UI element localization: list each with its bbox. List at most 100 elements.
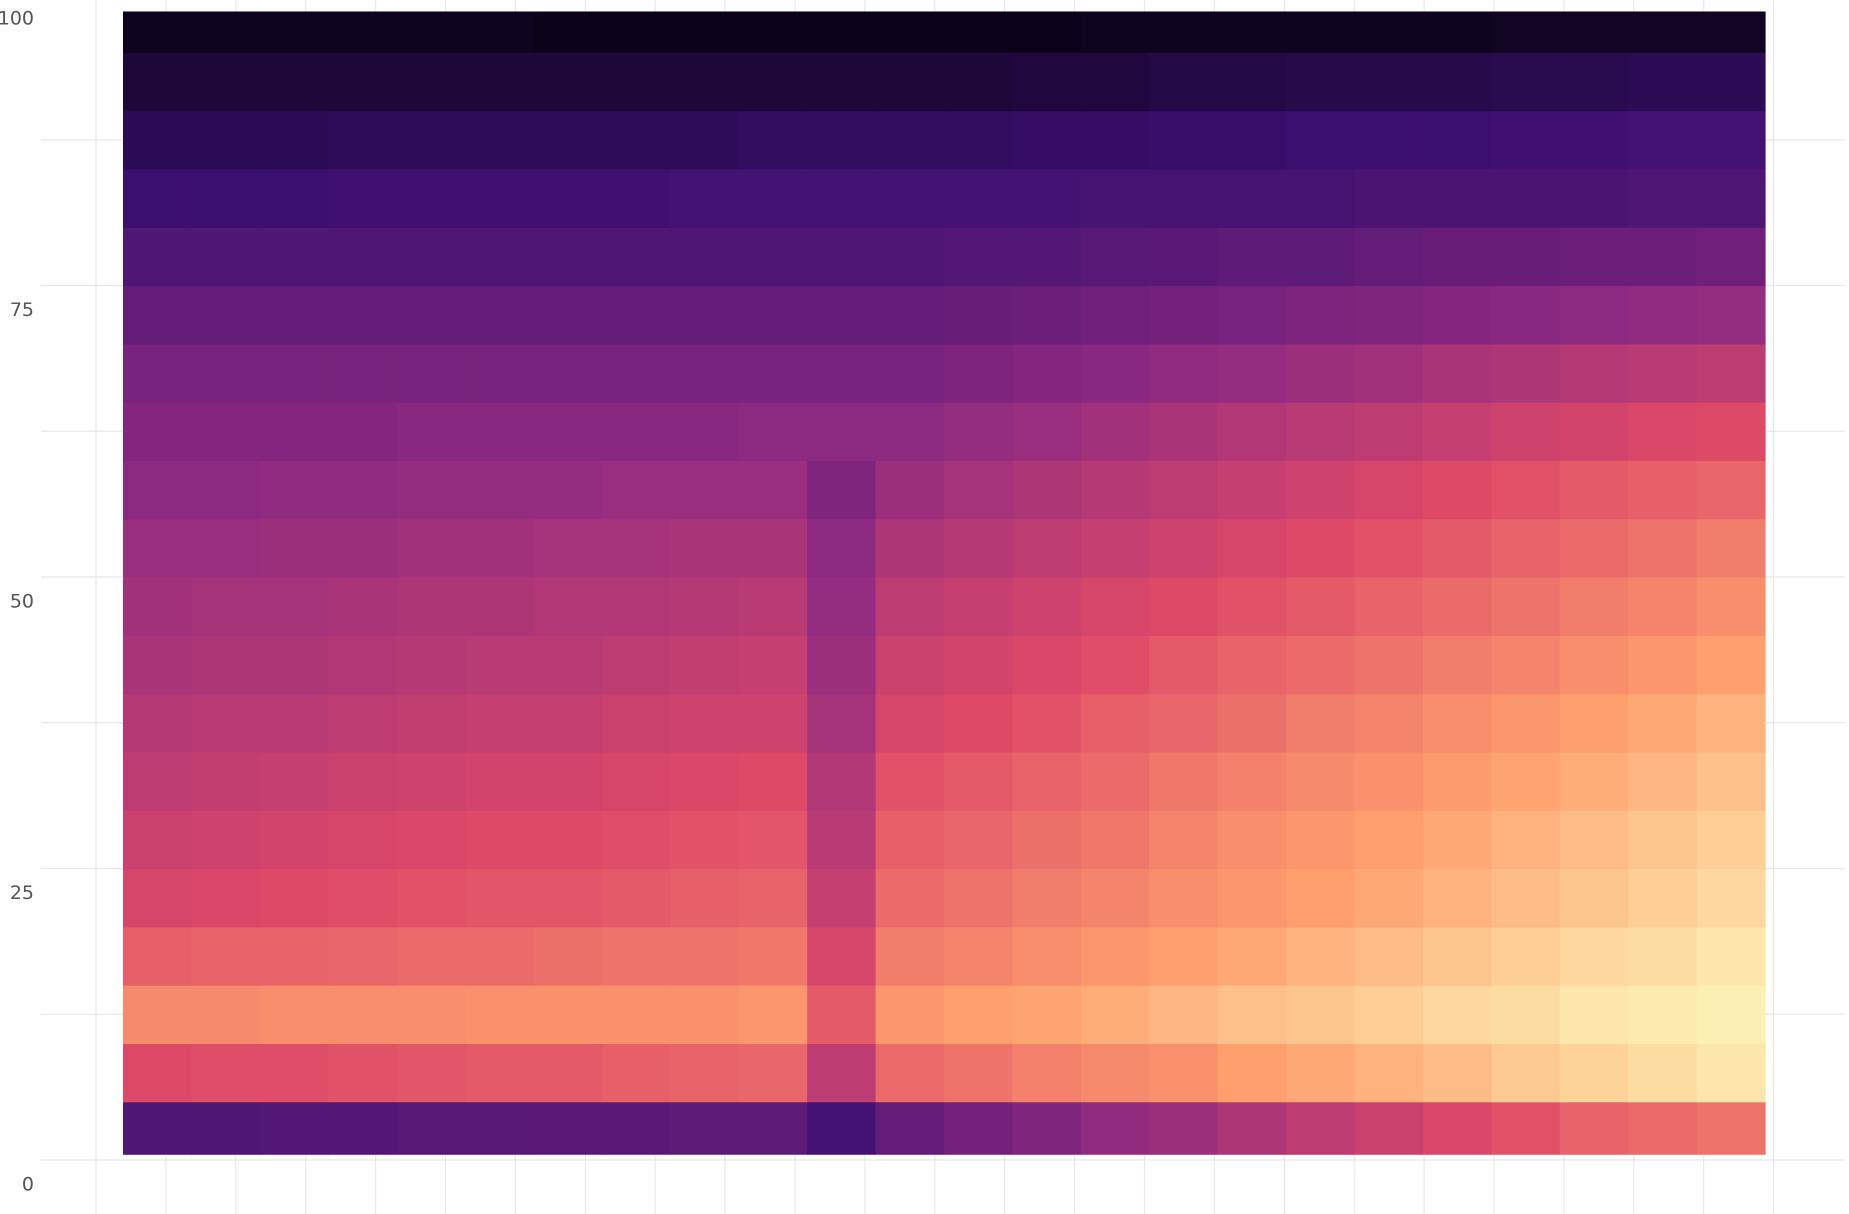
heat-cell <box>1628 985 1698 1044</box>
heat-cell <box>875 926 945 986</box>
heat-cell <box>191 577 261 636</box>
heat-cell <box>396 110 466 170</box>
heat-cell <box>807 1043 877 1103</box>
heat-cell <box>328 285 398 345</box>
heat-cell <box>1012 1043 1082 1103</box>
heat-cell <box>875 11 945 53</box>
heat-cell <box>1012 168 1082 228</box>
heat-cell <box>533 1043 603 1103</box>
heat-cell <box>328 810 398 870</box>
heat-cell <box>1491 110 1561 170</box>
heat-cell <box>601 1101 671 1155</box>
heat-cell <box>944 810 1014 870</box>
heat-cell <box>1149 460 1219 520</box>
heat-cell <box>1149 402 1219 461</box>
heat-cell <box>1696 285 1766 345</box>
heat-cell <box>191 810 261 870</box>
heat-cell <box>123 1043 193 1103</box>
heat-cell <box>1012 693 1082 753</box>
heat-cell <box>601 1043 671 1103</box>
heat-cell <box>1422 1043 1492 1103</box>
heat-cell <box>1628 1101 1698 1155</box>
heat-cell <box>1491 751 1561 811</box>
heat-cell <box>191 751 261 811</box>
heat-cell <box>1354 402 1424 461</box>
heat-cell <box>396 227 466 287</box>
heat-cell <box>1559 868 1629 928</box>
heat-cell <box>1422 285 1492 345</box>
heat-cell <box>738 926 808 986</box>
heat-cell <box>259 110 329 170</box>
heat-cell <box>1217 227 1287 287</box>
heat-cell <box>465 1043 535 1103</box>
heat-cell <box>1559 577 1629 636</box>
heat-cell <box>1422 868 1492 928</box>
heat-cell <box>191 635 261 695</box>
heat-cell <box>1628 11 1698 53</box>
heat-cell <box>1422 11 1492 53</box>
heat-cell <box>601 751 671 811</box>
heat-cell <box>944 343 1014 403</box>
heat-cell <box>875 985 945 1044</box>
heat-cell <box>1286 52 1356 112</box>
heat-cell <box>738 868 808 928</box>
heat-cell <box>1286 168 1356 228</box>
heat-cell <box>670 868 740 928</box>
heat-cell <box>1149 810 1219 870</box>
heat-cell <box>259 518 329 578</box>
y-tick-label: 25 <box>10 882 34 904</box>
heat-cell <box>123 402 193 461</box>
heat-cell <box>533 926 603 986</box>
heat-cell <box>1559 11 1629 53</box>
heat-cell <box>259 285 329 345</box>
heat-cell <box>1559 985 1629 1044</box>
heat-cell <box>533 868 603 928</box>
heat-cell <box>123 110 193 170</box>
heat-cell <box>738 985 808 1044</box>
heat-cell <box>1696 518 1766 578</box>
heat-cell <box>738 227 808 287</box>
heat-cell <box>601 460 671 520</box>
heat-cell <box>1559 52 1629 112</box>
heat-cell <box>1491 868 1561 928</box>
heat-cell <box>1628 52 1698 112</box>
heat-cell <box>738 402 808 461</box>
heat-cell <box>328 402 398 461</box>
heat-cell <box>328 343 398 403</box>
heat-cell <box>465 926 535 986</box>
heat-cell <box>944 635 1014 695</box>
heat-cell <box>259 810 329 870</box>
heat-cell <box>1696 1043 1766 1103</box>
heat-cell <box>1628 518 1698 578</box>
heat-cell <box>1696 343 1766 403</box>
heat-cell <box>191 110 261 170</box>
heat-cell <box>807 868 877 928</box>
heat-cell <box>1012 343 1082 403</box>
heat-cell <box>738 1043 808 1103</box>
heat-cell <box>1217 1101 1287 1155</box>
heat-cell <box>1012 635 1082 695</box>
heat-cell <box>1422 635 1492 695</box>
heat-cell <box>738 577 808 636</box>
y-tick-label: 75 <box>10 299 34 321</box>
heat-cell <box>1286 810 1356 870</box>
heat-cell <box>1491 810 1561 870</box>
heat-cell <box>1149 343 1219 403</box>
heat-cell <box>259 227 329 287</box>
heat-cell <box>1628 577 1698 636</box>
heat-cell <box>396 168 466 228</box>
heat-cell <box>1354 926 1424 986</box>
heat-cell <box>1559 693 1629 753</box>
heat-cell <box>1422 751 1492 811</box>
heat-cell <box>738 110 808 170</box>
heat-cell <box>533 751 603 811</box>
heat-cell <box>670 52 740 112</box>
heat-cell <box>1080 635 1150 695</box>
heat-cell <box>1149 985 1219 1044</box>
heat-cell <box>533 693 603 753</box>
heat-cell <box>465 751 535 811</box>
heat-cell <box>1217 693 1287 753</box>
heat-cell <box>875 1043 945 1103</box>
heat-cell <box>1149 1043 1219 1103</box>
heat-cell <box>328 52 398 112</box>
